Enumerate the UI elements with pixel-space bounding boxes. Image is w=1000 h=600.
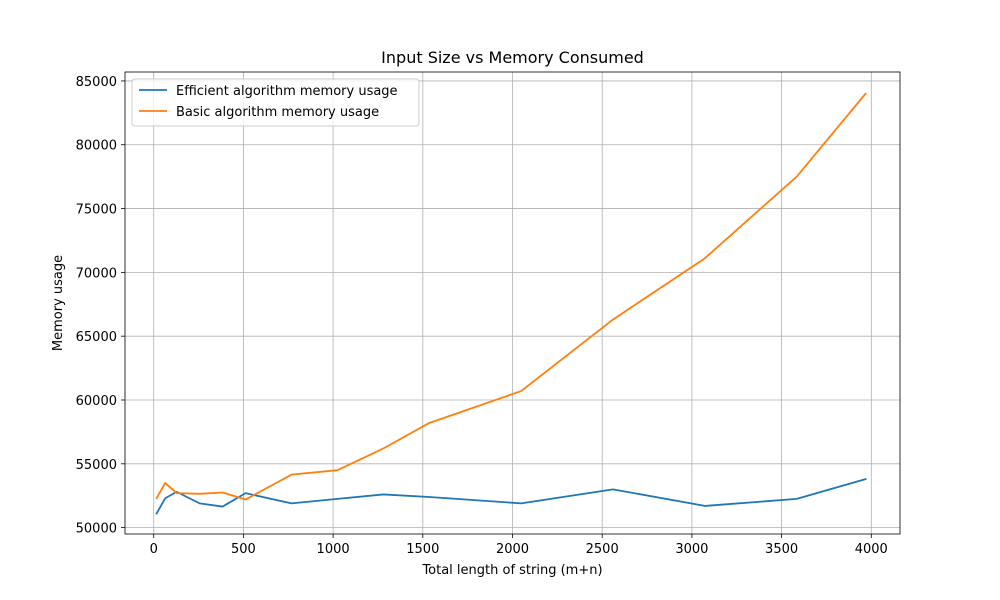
legend-label-efficient: Efficient algorithm memory usage [176, 84, 398, 99]
y-tick-label: 60000 [76, 394, 117, 409]
x-tick-label: 3000 [675, 542, 708, 557]
x-tick-label: 2500 [586, 542, 619, 557]
y-tick-label: 85000 [76, 75, 117, 90]
x-tick-label: 1000 [317, 542, 350, 557]
axis-ticks: 0 500 1000 1500 2000 2500 3000 3500 4000 50000 550… [76, 75, 888, 557]
x-tick-label: 500 [231, 542, 256, 557]
data-series [155, 92, 867, 515]
chart-title: Input Size vs Memory Consumed [381, 48, 644, 67]
legend: Efficient algorithm memory usage Basic a… [131, 78, 420, 127]
y-tick-label: 70000 [76, 266, 117, 281]
grid-lines [125, 72, 900, 534]
y-tick-label: 55000 [76, 458, 117, 473]
x-tick-label: 2000 [496, 542, 529, 557]
y-tick-label: 50000 [76, 522, 117, 537]
x-tick-label: 4000 [855, 542, 888, 557]
x-axis-label: Total length of string (m+n) [421, 563, 602, 578]
y-axis-label: Memory usage [51, 255, 66, 351]
legend-label-basic: Basic algorithm memory usage [176, 105, 379, 120]
series-line-efficient [155, 478, 867, 515]
legend-box [131, 78, 420, 127]
x-tick-label: 0 [150, 542, 158, 557]
x-tick-label: 3500 [765, 542, 798, 557]
y-tick-label: 65000 [76, 330, 117, 345]
x-tick-label: 1500 [406, 542, 439, 557]
y-tick-label: 75000 [76, 203, 117, 218]
y-tick-label: 80000 [76, 139, 117, 154]
series-line-basic [155, 92, 867, 501]
